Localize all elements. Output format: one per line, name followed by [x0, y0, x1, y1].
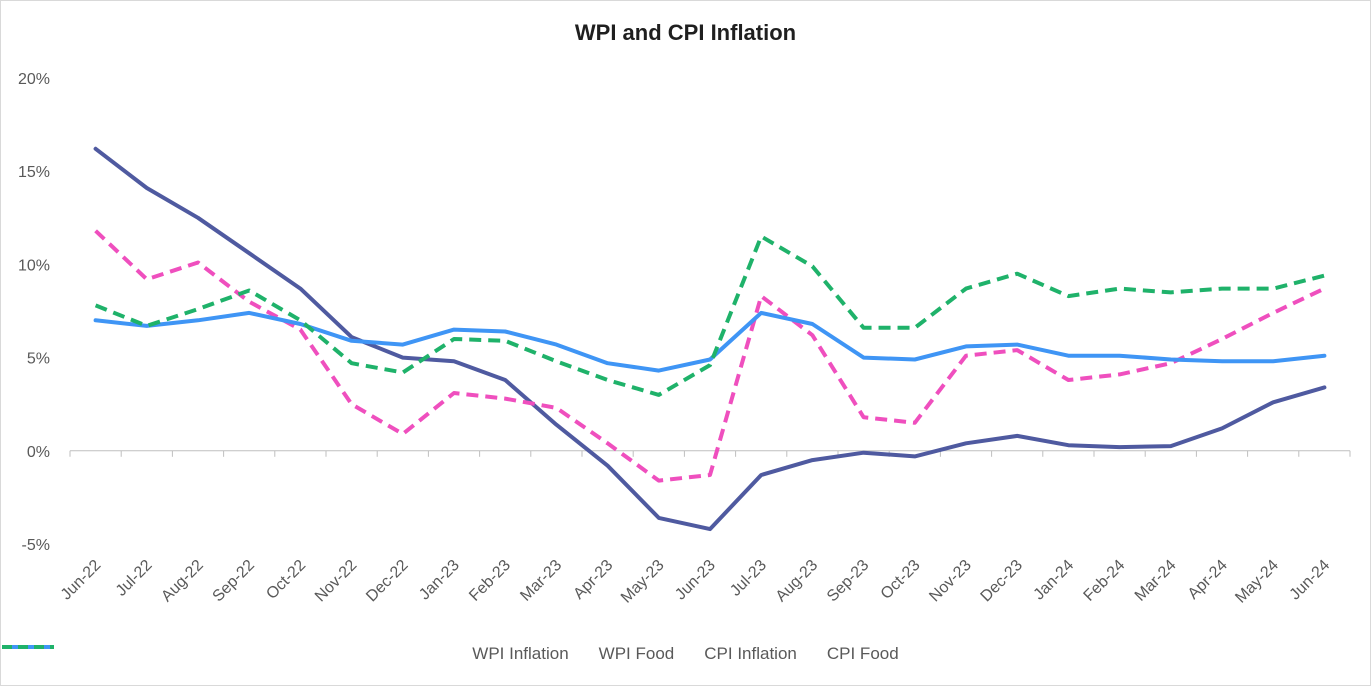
series-line-wpi-food — [94, 229, 1326, 483]
x-tick-label: Jun-24 — [1287, 557, 1334, 604]
x-tick-label: Oct-22 — [263, 557, 309, 603]
x-tick-label: Mar-23 — [517, 557, 565, 605]
legend-item: WPI Inflation — [2, 644, 569, 664]
x-tick-label: Feb-23 — [466, 557, 514, 605]
y-tick-label: -5% — [22, 537, 50, 554]
y-tick-label: 15% — [18, 164, 50, 181]
x-tick-label: Nov-22 — [312, 557, 361, 606]
x-tick-label: Aug-22 — [158, 557, 207, 606]
x-tick-label: Jun-22 — [58, 557, 105, 604]
legend-label: WPI Inflation — [472, 644, 569, 663]
legend-item: WPI Food — [2, 644, 675, 664]
x-tick-label: Jan-24 — [1031, 557, 1078, 604]
legend-item: CPI Inflation — [2, 644, 797, 664]
x-tick-label: Oct-23 — [878, 557, 924, 603]
y-tick-label: 10% — [18, 257, 50, 274]
x-tick-label: Nov-23 — [926, 557, 975, 606]
series-line-cpi-inflation — [93, 310, 1327, 373]
chart-title: WPI and CPI Inflation — [574, 20, 797, 45]
x-tick-label: Dec-22 — [363, 557, 412, 606]
x-tick-label: May-23 — [618, 557, 668, 607]
x-tick-label: Jul-23 — [727, 557, 770, 600]
x-tick-label: Aug-23 — [773, 557, 822, 606]
legend-label: CPI Food — [826, 644, 899, 663]
legend-label: WPI Food — [598, 644, 675, 663]
series-line-cpi-food — [94, 234, 1325, 397]
x-tick-label: Apr-24 — [1185, 557, 1231, 603]
y-tick-label: 5% — [27, 351, 50, 368]
x-tick-label: Mar-24 — [1132, 557, 1180, 605]
y-tick-label: 0% — [27, 444, 50, 461]
x-tick-label: Sep-22 — [210, 557, 259, 606]
legend-label: CPI Inflation — [704, 644, 797, 663]
x-tick-label: Apr-23 — [570, 557, 616, 603]
series-line-wpi-inflation — [93, 146, 1327, 532]
x-tick-label: Jul-22 — [113, 557, 156, 600]
chart-legend: WPI Inflation WPI Food CPI Inflation CPI Fo… — [0, 642, 1371, 666]
x-tick-label: Sep-23 — [824, 557, 873, 606]
x-tick-label: Jun-23 — [672, 557, 719, 604]
legend-item: CPI Food — [2, 644, 899, 664]
y-tick-label: 20% — [18, 71, 50, 88]
x-tick-label: Feb-24 — [1081, 557, 1129, 605]
x-tick-label: Jan-23 — [416, 557, 463, 604]
x-tick-label: Dec-23 — [978, 557, 1027, 606]
x-tick-label: May-24 — [1232, 557, 1282, 607]
legend-swatch — [2, 645, 54, 649]
